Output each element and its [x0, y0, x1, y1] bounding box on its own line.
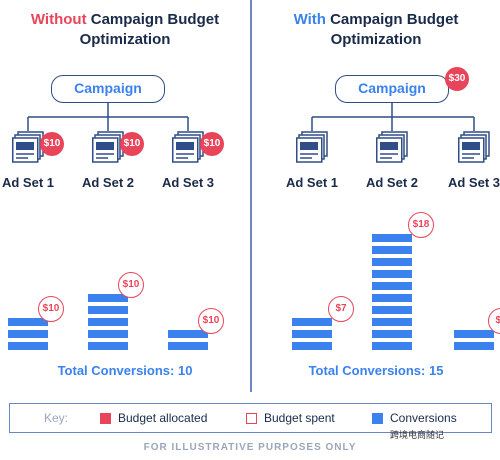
legend-conversions: Conversions [390, 411, 457, 425]
disclaimer: FOR ILLUSTRATIVE PURPOSES ONLY [143, 442, 357, 453]
conversion-unit [372, 246, 412, 254]
adset-2-spent-badge: $18 [408, 212, 434, 238]
conversion-unit [454, 342, 494, 350]
adset-1-label: Ad Set 1 [285, 175, 338, 190]
conversion-unit [88, 330, 128, 338]
panel-divider [250, 0, 252, 392]
title-rest: Campaign Budget [325, 11, 459, 28]
conversion-unit [372, 282, 412, 290]
conversion-unit [372, 342, 412, 350]
conversion-unit [292, 318, 332, 326]
budget-allocated-swatch [100, 413, 111, 424]
conversion-unit [292, 330, 332, 338]
conversion-unit [88, 294, 128, 302]
conversion-unit [168, 330, 208, 338]
adset-2-label: Ad Set 2 [365, 175, 418, 190]
adset-3-icon [172, 131, 204, 165]
conversion-unit [8, 330, 48, 338]
adset-1-conversions [292, 318, 332, 350]
adset-2-icon [92, 131, 124, 165]
hierarchy-lines [27, 103, 189, 131]
conversion-unit [8, 318, 48, 326]
legend-budget-allocated: Budget allocated [118, 411, 208, 425]
adset-3-conversions [454, 330, 494, 350]
conversion-unit [88, 318, 128, 326]
adset-1-icon [12, 131, 44, 165]
adset-3-conversions [168, 330, 208, 350]
legend-budget-spent: Budget spent [264, 411, 335, 425]
conversion-unit [372, 270, 412, 278]
panel-title: Without Campaign Budget Optimization [0, 10, 250, 50]
legend: Key: Budget allocated Budget spent Conve… [9, 403, 492, 433]
title-line2: Optimization [79, 31, 171, 48]
adset-2-icon [376, 131, 408, 165]
title-line2: Optimization [330, 31, 422, 48]
conversion-unit [372, 330, 412, 338]
adset-1-spent-badge: $10 [38, 296, 64, 322]
title-rest: Campaign Budget [86, 11, 220, 28]
conversion-unit [372, 318, 412, 326]
panel-title: With Campaign Budget Optimization [252, 10, 500, 50]
title-accent: With [293, 11, 326, 28]
adset-2-budget-badge: $10 [120, 132, 144, 156]
conversion-unit [372, 258, 412, 266]
adset-2-spent-badge: $10 [118, 272, 144, 298]
total-conversions: Total Conversions: 10 [57, 363, 193, 378]
conversion-unit [454, 330, 494, 338]
campaign-node: Campaign [51, 75, 165, 103]
adset-3-spent-badge: $10 [198, 308, 224, 334]
adset-3-icon [458, 131, 490, 165]
watermark: 跨境电商随记 [390, 430, 445, 440]
conversion-unit [88, 306, 128, 314]
adset-3-budget-badge: $10 [200, 132, 224, 156]
adset-1-conversions [8, 318, 48, 350]
conversions-swatch [372, 413, 383, 424]
conversion-unit [372, 306, 412, 314]
campaign-node: Campaign [335, 75, 449, 103]
conversion-unit [372, 234, 412, 242]
without-cbo-panel: Without Campaign Budget Optimization Cam… [0, 0, 250, 392]
adset-1-label: Ad Set 1 [1, 175, 54, 190]
adset-1-icon [296, 131, 328, 165]
hierarchy-lines [311, 103, 475, 131]
adset-1-budget-badge: $10 [40, 132, 64, 156]
adset-2-label: Ad Set 2 [81, 175, 134, 190]
conversion-unit [292, 342, 332, 350]
legend-title: Key: [44, 411, 69, 425]
with-cbo-panel: With Campaign Budget Optimization Campai… [252, 0, 500, 392]
adset-2-conversions [88, 294, 128, 350]
campaign-budget-badge: $30 [445, 67, 469, 91]
conversion-unit [8, 342, 48, 350]
adset-3-label: Ad Set 3 [447, 175, 500, 190]
budget-spent-swatch [246, 413, 257, 424]
conversion-unit [88, 342, 128, 350]
adset-1-spent-badge: $7 [328, 296, 354, 322]
conversion-unit [168, 342, 208, 350]
title-accent: Without [30, 11, 87, 28]
adset-2-conversions [372, 234, 412, 350]
conversion-unit [372, 294, 412, 302]
total-conversions: Total Conversions: 15 [308, 363, 444, 378]
adset-3-label: Ad Set 3 [161, 175, 214, 190]
